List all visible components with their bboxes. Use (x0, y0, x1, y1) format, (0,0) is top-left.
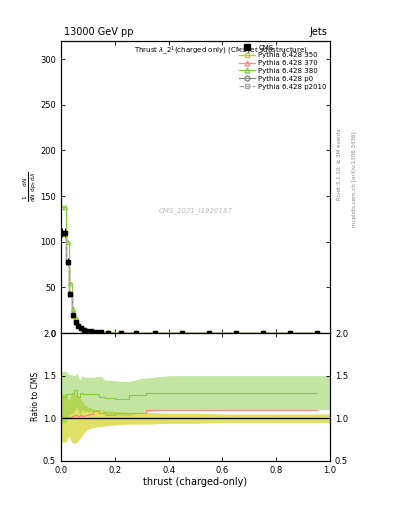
X-axis label: thrust (charged-only): thrust (charged-only) (143, 477, 248, 487)
Y-axis label: Ratio to CMS: Ratio to CMS (31, 372, 40, 421)
Text: mcplots.cern.ch [arXiv:1306.3436]: mcplots.cern.ch [arXiv:1306.3436] (352, 132, 357, 227)
Text: CMS_2021_I1920187: CMS_2021_I1920187 (158, 207, 233, 214)
Text: Jets: Jets (310, 27, 327, 36)
Text: 13000 GeV pp: 13000 GeV pp (64, 27, 133, 36)
Text: Thrust $\lambda\_2^1$(charged only) (CMS jet substructure): Thrust $\lambda\_2^1$(charged only) (CMS… (134, 44, 307, 57)
Legend: CMS, Pythia 6.428 350, Pythia 6.428 370, Pythia 6.428 380, Pythia 6.428 p0, Pyth: CMS, Pythia 6.428 350, Pythia 6.428 370,… (239, 45, 327, 90)
Y-axis label: $\frac{1}{\mathrm{d}N}\,\frac{\mathrm{d}N}{\mathrm{d}p_T\,\mathrm{d}\lambda}$: $\frac{1}{\mathrm{d}N}\,\frac{\mathrm{d}… (22, 172, 39, 202)
Text: Rivet 3.1.10, ≥ 3M events: Rivet 3.1.10, ≥ 3M events (337, 128, 342, 200)
